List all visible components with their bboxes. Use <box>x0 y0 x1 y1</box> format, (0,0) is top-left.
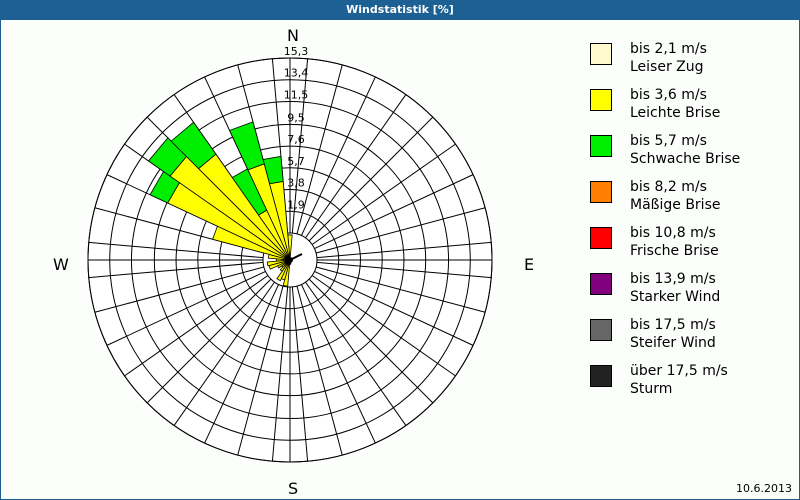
legend-range: bis 10,8 m/s <box>630 225 716 241</box>
legend-range: bis 8,2 m/s <box>630 179 707 195</box>
legend-name: Leichte Brise <box>630 105 721 121</box>
svg-text:9,5: 9,5 <box>287 111 305 124</box>
legend-range: über 17,5 m/s <box>630 363 728 379</box>
legend-swatch <box>590 227 612 249</box>
legend-swatch <box>590 181 612 203</box>
legend-item: bis 3,6 m/s Leichte Brise <box>590 86 790 132</box>
compass-south-label: S <box>288 479 299 498</box>
legend-name: Mäßige Brise <box>630 197 721 213</box>
legend-range: bis 5,7 m/s <box>630 133 707 149</box>
legend-swatch <box>590 319 612 341</box>
legend-swatch <box>590 89 612 111</box>
legend-item: bis 13,9 m/s Starker Wind <box>590 270 790 316</box>
legend-item: bis 17,5 m/s Steifer Wind <box>590 316 790 362</box>
legend-swatch <box>590 135 612 157</box>
svg-text:15,3: 15,3 <box>284 45 309 58</box>
legend-name: Frische Brise <box>630 243 719 259</box>
legend-range: bis 17,5 m/s <box>630 317 716 333</box>
svg-text:5,7: 5,7 <box>287 155 305 168</box>
svg-text:3,8: 3,8 <box>287 177 305 190</box>
legend-range: bis 2,1 m/s <box>630 41 707 57</box>
legend-swatch <box>590 43 612 65</box>
legend-swatch <box>590 365 612 387</box>
legend-name: Leiser Zug <box>630 59 704 75</box>
legend-name: Sturm <box>630 381 673 397</box>
svg-text:11,5: 11,5 <box>284 88 309 101</box>
legend-item: bis 10,8 m/s Frische Brise <box>590 224 790 270</box>
legend-item: über 17,5 m/s Sturm <box>590 362 790 408</box>
legend-item: bis 5,7 m/s Schwache Brise <box>590 132 790 178</box>
legend-range: bis 13,9 m/s <box>630 271 716 287</box>
chart-title: Windstatistik [%] <box>0 0 800 20</box>
svg-text:1,9: 1,9 <box>287 198 305 211</box>
legend-item: bis 2,1 m/s Leiser Zug <box>590 40 790 86</box>
legend-range: bis 3,6 m/s <box>630 87 707 103</box>
legend-swatch <box>590 273 612 295</box>
compass-east-label: E <box>524 255 535 274</box>
svg-text:13,4: 13,4 <box>284 67 309 80</box>
date-label: 10.6.2013 <box>736 482 792 495</box>
legend-name: Steifer Wind <box>630 335 716 351</box>
svg-text:7,6: 7,6 <box>287 133 305 146</box>
legend-item: bis 8,2 m/s Mäßige Brise <box>590 178 790 224</box>
legend-name: Schwache Brise <box>630 151 741 167</box>
compass-north-label: N <box>287 26 299 45</box>
legend-name: Starker Wind <box>630 289 721 305</box>
compass-west-label: W <box>53 255 69 274</box>
